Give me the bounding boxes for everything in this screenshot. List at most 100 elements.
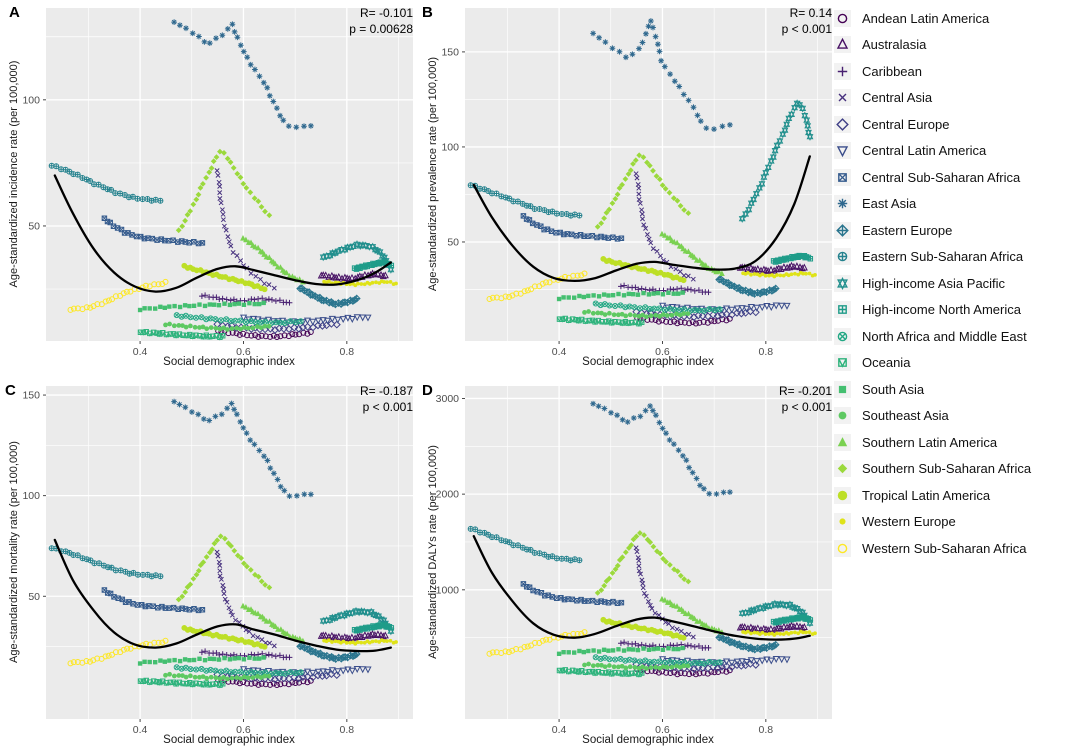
panel-b-annotation: R= 0.14 p < 0.001 [682, 5, 832, 37]
legend-label: North Africa and Middle East [862, 328, 1027, 344]
legend-label: Central Europe [862, 116, 950, 132]
series-western-sub-saharan-africa [67, 637, 169, 667]
series-east-asia [590, 18, 733, 132]
panel-b-p-value: p < 0.001 [781, 22, 832, 36]
series-south-asia [137, 655, 266, 666]
asterisk-marker-icon [834, 195, 851, 213]
series-australasia [736, 261, 808, 274]
legend-label: Southeast Asia [862, 408, 949, 424]
series-eastern-sub-saharan-africa [48, 162, 164, 204]
x-tick-label: 0.8 [340, 346, 355, 358]
filled-dot-marker-icon [834, 513, 851, 531]
loess-smooth-line [53, 174, 392, 293]
panel-a-p-value: p = 0.00628 [349, 22, 413, 36]
series-western-europe [741, 270, 817, 279]
legend-label: High-income Asia Pacific [862, 275, 1006, 291]
legend-label: Eastern Europe [862, 222, 953, 238]
filled-triangle-marker-icon [834, 433, 851, 451]
loess-smooth-line [472, 155, 811, 283]
panel-c-r-value: R= -0.187 [359, 384, 413, 398]
x-tick-label: 0.4 [552, 724, 567, 736]
panel-d-annotation: R= -0.201 p < 0.001 [682, 383, 832, 415]
panel-c-x-axis-title: Social demographic index [163, 734, 295, 746]
x-tick-label: 0.6 [655, 724, 670, 736]
panel-b-r-value: R= 0.14 [789, 6, 832, 20]
legend-item-andean-latin-america: Andean Latin America [834, 5, 1062, 32]
series-southern-sub-saharan-africa [175, 533, 273, 603]
legend-label: Southern Latin America [862, 434, 998, 450]
y-tick-label: 150 [22, 390, 40, 402]
series-southern-sub-saharan-africa [175, 148, 273, 234]
panel-a-plot: 0.4 0.6 0.8 50 100 [22, 8, 413, 358]
legend-item-australasia: Australasia [834, 32, 1062, 59]
panel-d-r-value: R= -0.201 [778, 384, 832, 398]
x-tick-label: 0.6 [655, 346, 670, 358]
legend-item-western-sub-saharan-africa: Western Sub-Saharan Africa [834, 535, 1062, 562]
panel-background [46, 8, 413, 341]
series-eastern-sub-saharan-africa [467, 182, 583, 219]
legend-item-central-sub-saharan-africa: Central Sub-Saharan Africa [834, 164, 1062, 191]
plus-marker-icon [834, 62, 851, 80]
series-north-africa-and-middle-east [173, 664, 304, 677]
series-high-income-asia-pacific [738, 99, 814, 223]
diamond-plus-marker-icon [834, 221, 851, 239]
panel-a-x-axis-title: Social demographic index [163, 356, 295, 368]
legend-item-high-income-north-america: High-income North America [834, 297, 1062, 324]
legend-item-western-europe: Western Europe [834, 509, 1062, 536]
panel-a-y-axis-title: Age-standardized incidence rate (per 100… [8, 60, 20, 288]
legend-item-eastern-europe: Eastern Europe [834, 217, 1062, 244]
series-eastern-sub-saharan-africa [467, 525, 583, 564]
series-southern-latin-america [240, 234, 306, 285]
square-x-marker-icon [834, 168, 851, 186]
legend-label: Central Asia [862, 90, 933, 106]
series-central-asia [633, 171, 696, 282]
panel-d-p-value: p < 0.001 [781, 400, 832, 414]
legend-item-southern-latin-america: Southern Latin America [834, 429, 1062, 456]
legend-label: Central Sub-Saharan Africa [862, 169, 1021, 185]
circle-plus-marker-icon [834, 248, 851, 266]
series-eastern-europe [296, 284, 361, 309]
filled-circle-marker-icon [834, 407, 851, 425]
legend-item-tropical-latin-america: Tropical Latin America [834, 482, 1062, 509]
x-tick-label: 0.4 [552, 346, 567, 358]
series-east-asia [171, 398, 314, 499]
series-oceania [137, 328, 226, 341]
panel-b-x-axis-title: Social demographic index [582, 356, 714, 368]
legend-label: East Asia [862, 196, 917, 212]
x-tick-label: 0.6 [236, 346, 251, 358]
series-eastern-europe [715, 275, 780, 298]
legend-item-central-latin-america: Central Latin America [834, 138, 1062, 165]
legend-label: Western Europe [862, 514, 956, 530]
panel-c-plot: 0.4 0.6 0.8 50 100 150 [22, 386, 413, 736]
series-oceania [556, 667, 645, 678]
panel-a-label: A [9, 4, 20, 21]
y-tick-label: 100 [22, 490, 40, 502]
series-north-africa-and-middle-east [592, 654, 723, 667]
open-triangle-up-marker-icon [834, 36, 851, 54]
series-oceania [137, 677, 226, 689]
filled-circle-large-marker-icon [834, 486, 851, 504]
legend-label: Eastern Sub-Saharan Africa [862, 249, 1024, 265]
series-western-sub-saharan-africa [486, 629, 588, 657]
y-tick-label: 50 [28, 591, 40, 603]
series-australasia [317, 629, 389, 642]
series-southeast-asia [163, 321, 272, 332]
legend-label: Southern Sub-Saharan Africa [862, 461, 1032, 477]
series-central-sub-saharan-africa [101, 587, 206, 614]
series-western-europe [741, 629, 817, 637]
legend-label: Central Latin America [862, 143, 987, 159]
legend-label: South Asia [862, 381, 925, 397]
series-high-income-north-america [770, 614, 814, 626]
y-tick-label: 100 [22, 94, 40, 106]
triangle-up-down-marker-icon [834, 274, 851, 292]
legend-label: Australasia [862, 37, 927, 53]
legend-item-southern-sub-saharan-africa: Southern Sub-Saharan Africa [834, 456, 1062, 483]
panel-c-y-axis-title: Age-standardized mortality rate (per 100… [8, 441, 20, 663]
y-tick-label: 2000 [436, 489, 460, 501]
x-cross-marker-icon [834, 89, 851, 107]
legend-label: High-income North America [862, 302, 1021, 318]
x-tick-label: 0.8 [340, 724, 355, 736]
y-tick-label: 100 [441, 141, 459, 153]
legend-label: Western Sub-Saharan Africa [862, 540, 1027, 556]
